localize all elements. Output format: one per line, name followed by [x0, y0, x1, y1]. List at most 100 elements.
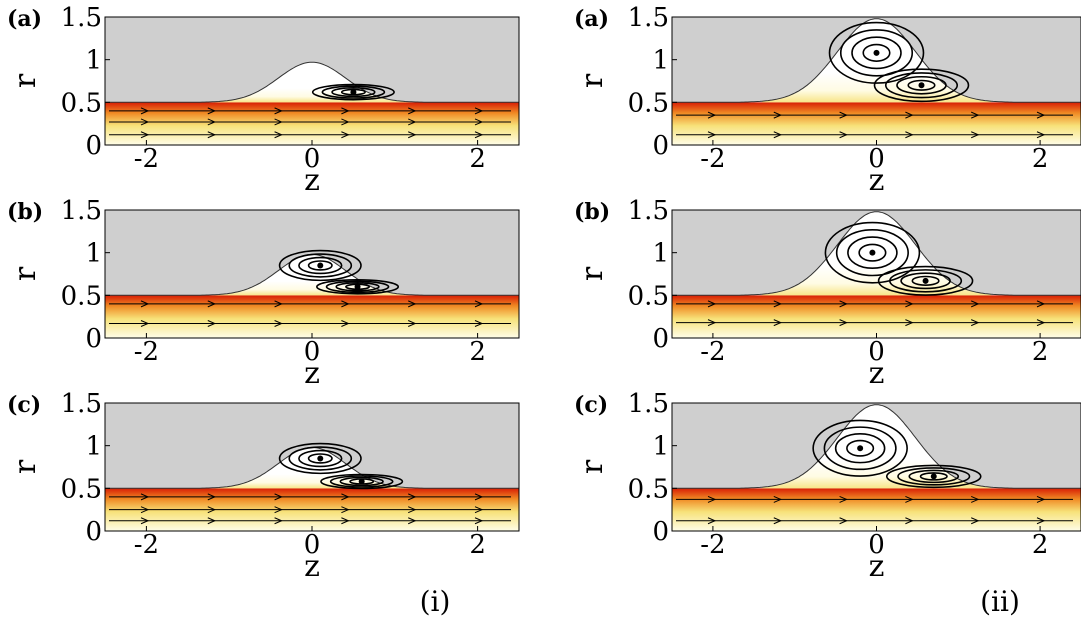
y-axis-label: r [8, 459, 43, 474]
x-tick-label: -2 [700, 144, 725, 174]
flow-arrow [707, 131, 717, 139]
y-axis-label: r [575, 266, 610, 281]
bulge-shading [761, 73, 992, 103]
flow-arrow [905, 495, 914, 503]
x-tick-label: 2 [469, 144, 486, 174]
x-tick-label: -2 [134, 144, 159, 174]
y-tick-label: 1.5 [628, 389, 669, 419]
y-tick-label: 0.5 [61, 281, 102, 311]
x-tick-label: 2 [1032, 337, 1049, 367]
group-label-ii: (ii) [980, 585, 1020, 618]
flow-arrow [207, 506, 217, 514]
panel-i-a: 0 0.5 1 1.5 -2 0 2 z r (a) [7, 3, 520, 198]
flow-arrow [341, 131, 350, 139]
vortex-streamline [288, 446, 353, 471]
y-tick-label: 1 [85, 239, 102, 269]
y-tick-label: 1 [85, 432, 102, 462]
vortex-streamline [331, 87, 376, 98]
vortex-streamline [298, 449, 343, 468]
vortex-streamline [919, 472, 948, 481]
flow-arrow [1036, 517, 1046, 525]
y-tick-label: 0 [652, 324, 669, 354]
flow-arrow [341, 517, 350, 525]
y-tick-label: 0 [652, 131, 669, 161]
group-label-i: (i) [420, 585, 451, 618]
vortex-streamline [329, 475, 394, 488]
flow-arrow [839, 517, 848, 525]
flow-arrow [274, 517, 283, 525]
vortex-center [869, 249, 876, 256]
panel-tag: (c) [574, 392, 608, 418]
y-axis-label: r [8, 73, 43, 88]
flow-arrow [707, 300, 717, 308]
panel-ii-b: 0 0.5 1 1.5 -2 0 2 z r (b) [574, 196, 1081, 391]
vortex-center [317, 262, 324, 269]
flow-arrow [274, 131, 283, 139]
panel-ii-a: 0 0.5 1 1.5 -2 0 2 z r (a) [574, 3, 1081, 198]
flow-arrow [773, 300, 783, 308]
flow-arrow [207, 118, 217, 126]
y-tick-label: 0 [652, 517, 669, 547]
fluid-column [672, 295, 1081, 338]
vortex-streamline [908, 469, 960, 484]
y-tick-label: 0.5 [61, 88, 102, 118]
vortex-center [354, 283, 361, 290]
vortex-center [350, 89, 357, 96]
x-tick-label: -2 [134, 337, 159, 367]
x-tick-label: 0 [304, 530, 321, 560]
flow-arrow [408, 320, 417, 327]
flow-arrow [707, 111, 717, 119]
y-tick-label: 1 [652, 46, 669, 76]
flow-arrow [839, 319, 848, 327]
flow-arrow [707, 495, 717, 503]
vortex-streamline [278, 249, 362, 282]
vortex-streamline [884, 72, 959, 99]
x-axis-label: z [304, 549, 320, 584]
flow-arrow [408, 493, 417, 501]
interface-line [672, 211, 1081, 296]
vortex-streamline [900, 272, 951, 290]
flow-arrow [1036, 111, 1046, 119]
vortex-streamline [311, 83, 395, 101]
x-tick-label: 2 [469, 337, 486, 367]
vortex-streamline [907, 79, 936, 91]
flow-arrow [971, 300, 980, 308]
x-axis-label: z [869, 163, 885, 198]
flow-arrow [839, 131, 848, 139]
flow-arrow [140, 118, 150, 126]
panel-tag: (b) [7, 199, 43, 225]
flow-arrow [140, 493, 150, 501]
vortex-center [857, 445, 864, 452]
flow-arrow [207, 517, 217, 525]
vortex-streamline [839, 29, 914, 77]
y-axis-label: r [575, 73, 610, 88]
panel-tag: (b) [574, 199, 610, 225]
flow-arrow [773, 319, 783, 327]
x-tick-label: 0 [868, 530, 885, 560]
vortex-streamline [846, 439, 875, 457]
flow-arrow [773, 131, 783, 139]
interface-line [672, 404, 1081, 489]
vortex-streamline [885, 464, 982, 489]
x-tick-label: 0 [304, 144, 321, 174]
flow-arrow [707, 517, 717, 525]
flow-arrow [1036, 495, 1046, 503]
flow-arrow [274, 118, 283, 126]
vortex-center [873, 49, 880, 56]
flow-arrow [207, 493, 217, 501]
flow-arrow [341, 320, 350, 327]
panel-ii-c: 0 0.5 1 1.5 -2 0 2 z r (c) [574, 389, 1081, 584]
flow-arrow [971, 111, 980, 119]
flow-arrow [971, 319, 980, 327]
flow-arrow [474, 300, 484, 308]
flow-arrow [341, 118, 350, 126]
x-axis-label: z [869, 549, 885, 584]
vortex-center [922, 277, 929, 284]
fluid-column [672, 488, 1081, 531]
y-tick-label: 1.5 [61, 3, 102, 33]
x-tick-label: 2 [1032, 144, 1049, 174]
flow-arrow [408, 107, 417, 115]
flow-arrow [971, 495, 980, 503]
vortex-streamline [835, 229, 909, 277]
